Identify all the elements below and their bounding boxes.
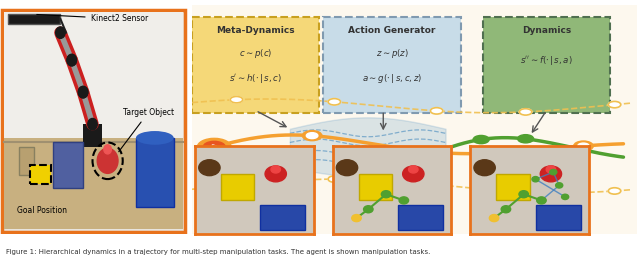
Text: Dynamics: Dynamics xyxy=(522,26,571,35)
Circle shape xyxy=(520,109,532,115)
Bar xyxy=(136,138,173,206)
Circle shape xyxy=(550,170,557,175)
Circle shape xyxy=(197,138,231,156)
Circle shape xyxy=(56,27,65,38)
Circle shape xyxy=(573,141,593,151)
Circle shape xyxy=(104,145,111,154)
Circle shape xyxy=(199,160,220,176)
FancyBboxPatch shape xyxy=(483,17,610,113)
Circle shape xyxy=(501,206,511,213)
Circle shape xyxy=(97,148,118,173)
Bar xyxy=(260,205,305,230)
Circle shape xyxy=(609,101,621,108)
Circle shape xyxy=(408,166,418,173)
Circle shape xyxy=(556,183,563,188)
FancyBboxPatch shape xyxy=(192,17,319,113)
Text: Kinect2 Sensor: Kinect2 Sensor xyxy=(36,14,148,23)
Text: $c \sim p(c)$: $c \sim p(c)$ xyxy=(239,47,273,60)
FancyBboxPatch shape xyxy=(2,10,185,232)
Circle shape xyxy=(352,214,361,222)
Circle shape xyxy=(520,189,532,195)
Circle shape xyxy=(364,206,373,213)
Circle shape xyxy=(431,150,442,155)
Circle shape xyxy=(328,99,340,105)
Circle shape xyxy=(67,54,76,66)
Circle shape xyxy=(307,133,318,139)
Circle shape xyxy=(431,108,443,114)
Circle shape xyxy=(431,181,443,188)
Text: $s_0$: $s_0$ xyxy=(210,142,218,152)
Circle shape xyxy=(381,191,391,198)
Bar xyxy=(8,14,60,23)
Circle shape xyxy=(265,166,286,182)
Circle shape xyxy=(230,182,243,188)
Circle shape xyxy=(78,86,88,98)
Text: Target Object: Target Object xyxy=(119,108,174,152)
Bar xyxy=(19,147,34,174)
Bar xyxy=(4,138,183,229)
Circle shape xyxy=(78,86,88,98)
Circle shape xyxy=(537,197,546,204)
Text: Action Generator: Action Generator xyxy=(348,26,436,35)
Circle shape xyxy=(490,214,499,222)
Circle shape xyxy=(578,143,589,149)
Bar xyxy=(398,205,443,230)
Circle shape xyxy=(540,166,561,182)
Circle shape xyxy=(67,54,76,66)
Ellipse shape xyxy=(136,131,173,145)
Circle shape xyxy=(337,160,358,176)
Bar xyxy=(4,12,183,142)
Circle shape xyxy=(203,141,225,153)
Circle shape xyxy=(518,135,534,143)
Circle shape xyxy=(230,96,243,103)
Bar xyxy=(536,205,580,230)
Bar xyxy=(53,142,83,188)
Bar xyxy=(497,174,530,200)
Circle shape xyxy=(532,177,539,182)
Circle shape xyxy=(399,197,408,204)
Circle shape xyxy=(561,194,569,199)
FancyBboxPatch shape xyxy=(323,17,461,113)
Circle shape xyxy=(519,191,529,198)
Text: Figure 1: Hierarchical dynamics in a trajectory for multi-step manipulation task: Figure 1: Hierarchical dynamics in a tra… xyxy=(6,249,431,255)
Circle shape xyxy=(302,131,322,141)
Text: Meta-Dynamics: Meta-Dynamics xyxy=(216,26,295,35)
Circle shape xyxy=(538,198,545,203)
Bar xyxy=(359,174,392,200)
Text: $a \sim g(\cdot\,|\,s,c,z)$: $a \sim g(\cdot\,|\,s,c,z)$ xyxy=(362,72,422,85)
Bar xyxy=(83,124,102,147)
Text: $z \sim p(z)$: $z \sim p(z)$ xyxy=(376,47,409,60)
Text: Goal Position: Goal Position xyxy=(17,206,67,215)
Circle shape xyxy=(271,166,280,173)
Circle shape xyxy=(546,166,556,173)
Circle shape xyxy=(474,160,495,176)
Circle shape xyxy=(328,176,340,182)
Text: $s' \sim h(\cdot\,|\,s,c)$: $s' \sim h(\cdot\,|\,s,c)$ xyxy=(229,72,282,85)
Circle shape xyxy=(88,119,97,130)
Circle shape xyxy=(427,147,447,157)
Circle shape xyxy=(609,188,621,194)
Circle shape xyxy=(473,135,489,144)
Bar xyxy=(221,174,255,200)
Text: $s'' \sim f(\cdot\,|\,s,a)$: $s'' \sim f(\cdot\,|\,s,a)$ xyxy=(520,54,573,67)
Circle shape xyxy=(403,166,424,182)
Bar xyxy=(30,165,51,184)
